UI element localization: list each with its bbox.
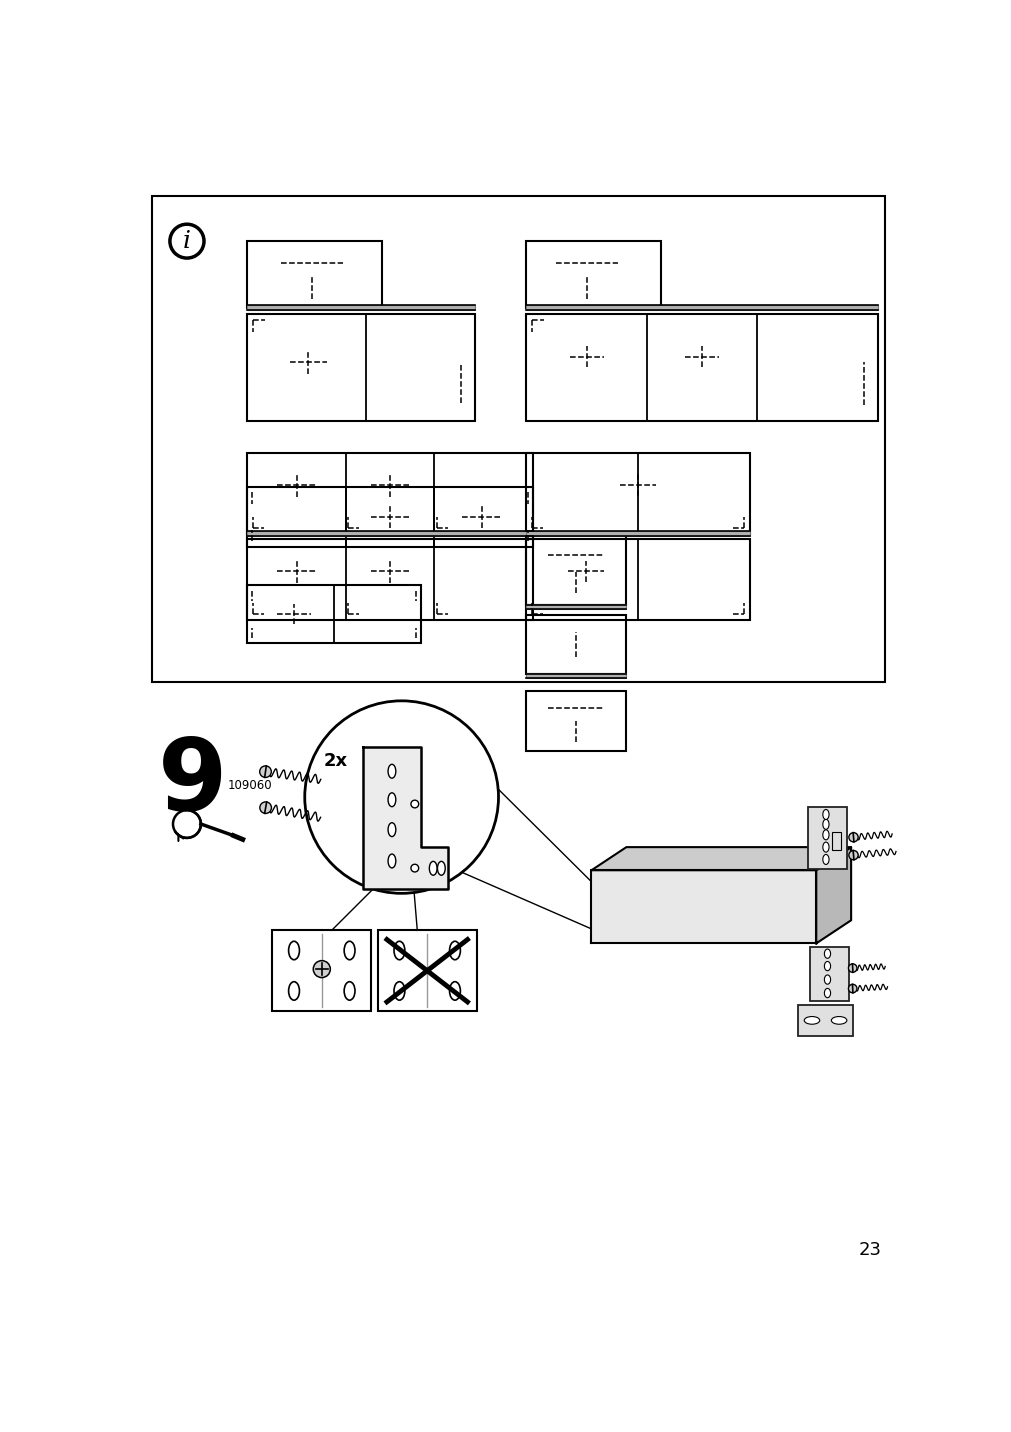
Ellipse shape	[822, 855, 828, 865]
Circle shape	[410, 865, 419, 872]
Circle shape	[173, 811, 201, 838]
Text: i: i	[183, 229, 191, 252]
Ellipse shape	[393, 982, 404, 1000]
Ellipse shape	[822, 809, 828, 819]
Bar	[525, 538, 749, 620]
Bar	[525, 531, 749, 536]
Ellipse shape	[344, 941, 355, 959]
Ellipse shape	[387, 853, 395, 868]
Ellipse shape	[387, 765, 395, 778]
Bar	[525, 305, 878, 311]
Ellipse shape	[822, 829, 828, 839]
Circle shape	[410, 800, 419, 808]
Circle shape	[848, 851, 857, 859]
Bar	[247, 314, 475, 421]
Polygon shape	[816, 848, 850, 944]
Bar	[809, 947, 848, 1001]
Bar	[525, 453, 749, 534]
Ellipse shape	[822, 842, 828, 852]
Bar	[152, 196, 885, 682]
Circle shape	[260, 802, 271, 813]
Ellipse shape	[449, 941, 460, 959]
Text: 2x: 2x	[324, 752, 348, 770]
Bar	[247, 453, 533, 534]
Bar	[798, 1005, 852, 1035]
Bar	[525, 604, 626, 609]
Circle shape	[304, 700, 498, 894]
Bar	[831, 832, 840, 851]
Ellipse shape	[288, 941, 299, 959]
Ellipse shape	[824, 975, 830, 984]
Ellipse shape	[824, 961, 830, 971]
Bar	[247, 487, 533, 547]
Ellipse shape	[449, 982, 460, 1000]
Circle shape	[260, 766, 271, 778]
Bar	[247, 241, 382, 308]
Circle shape	[313, 961, 330, 978]
Bar	[377, 931, 476, 1011]
Text: 9: 9	[158, 736, 226, 832]
Ellipse shape	[437, 862, 445, 875]
Bar	[525, 241, 660, 308]
Bar	[525, 690, 626, 750]
Ellipse shape	[804, 1017, 819, 1024]
Circle shape	[848, 832, 857, 842]
Bar	[247, 305, 475, 311]
Ellipse shape	[288, 982, 299, 1000]
Ellipse shape	[831, 1017, 846, 1024]
Ellipse shape	[429, 862, 437, 875]
Text: 109060: 109060	[227, 779, 272, 792]
Circle shape	[847, 984, 856, 992]
Ellipse shape	[344, 982, 355, 1000]
Bar	[525, 314, 878, 421]
Bar	[525, 614, 626, 674]
Bar	[247, 531, 533, 536]
Text: 23: 23	[858, 1242, 882, 1259]
Ellipse shape	[824, 949, 830, 958]
Bar	[247, 586, 421, 643]
Ellipse shape	[822, 819, 828, 829]
Ellipse shape	[393, 941, 404, 959]
Polygon shape	[363, 748, 448, 889]
Ellipse shape	[824, 988, 830, 998]
Circle shape	[847, 964, 856, 972]
Bar	[525, 673, 626, 679]
Ellipse shape	[387, 823, 395, 836]
Polygon shape	[590, 848, 850, 871]
Bar	[272, 931, 371, 1011]
Bar	[247, 538, 533, 620]
Polygon shape	[590, 871, 816, 944]
Ellipse shape	[387, 793, 395, 806]
Bar	[808, 808, 846, 869]
Bar	[525, 536, 626, 604]
